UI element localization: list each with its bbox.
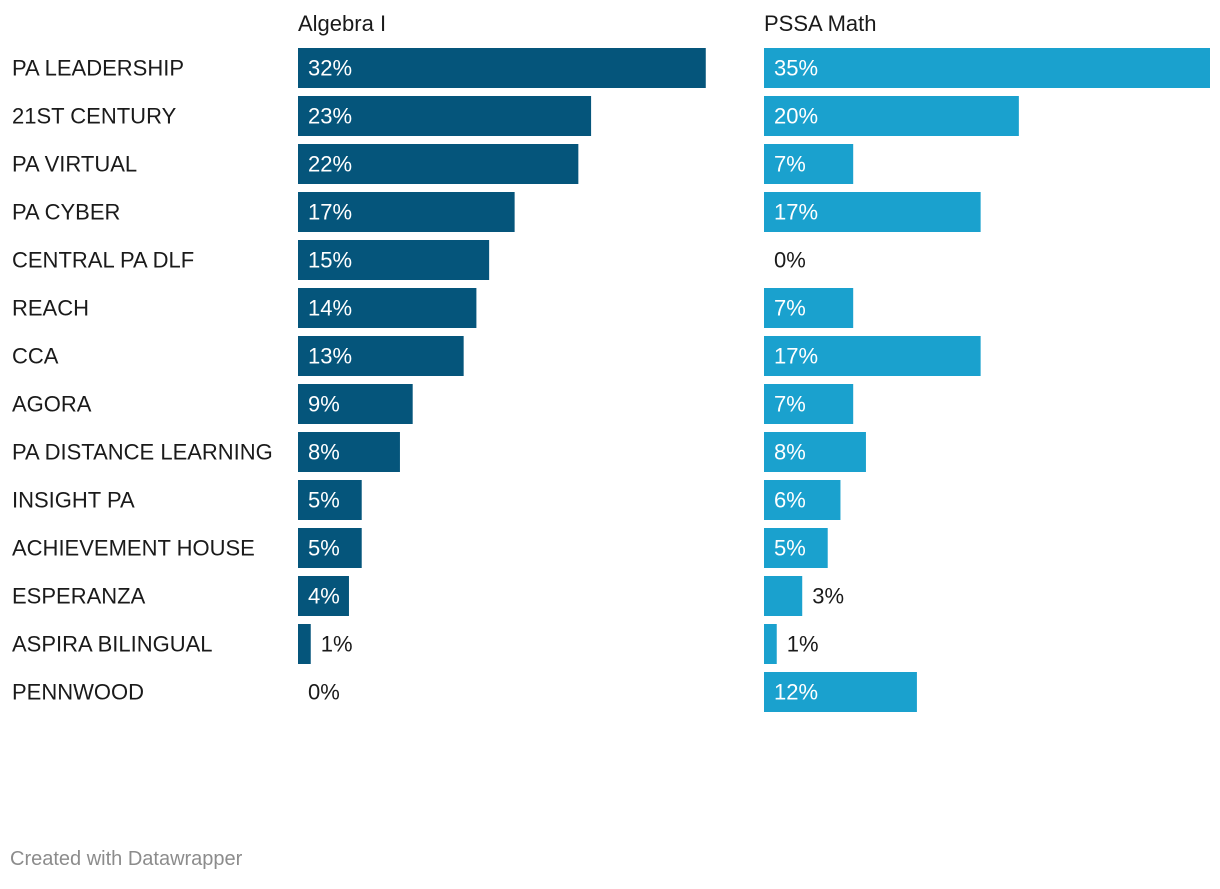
bar-pssa-math-pa-virtual[interactable] <box>764 144 854 184</box>
value-label-algebra-i-pa-distance-learning: 8% <box>308 440 340 465</box>
category-label-achievement-house: ACHIEVEMENT HOUSE <box>12 536 255 561</box>
bar-algebra-i-pa-cyber[interactable] <box>298 192 515 232</box>
bar-algebra-i-reach[interactable] <box>298 288 477 328</box>
series-header-algebra-i: Algebra I <box>298 11 386 36</box>
value-label-pssa-math-central-pa-dlf: 0% <box>774 248 806 273</box>
value-label-pssa-math-21st-century: 20% <box>774 104 818 129</box>
value-label-algebra-i-pa-leadership: 32% <box>308 56 352 81</box>
category-label-pa-distance-learning: PA DISTANCE LEARNING <box>12 440 273 465</box>
category-label-central-pa-dlf: CENTRAL PA DLF <box>12 248 194 273</box>
bar-pssa-math-insight-pa[interactable] <box>764 480 841 520</box>
value-label-pssa-math-cca: 17% <box>774 344 818 369</box>
value-label-pssa-math-pa-virtual: 7% <box>774 152 806 177</box>
value-label-algebra-i-pennwood: 0% <box>308 680 340 705</box>
bar-algebra-i-aspira-bilingual[interactable] <box>298 624 311 664</box>
bar-pssa-math-pa-distance-learning[interactable] <box>764 432 866 472</box>
category-label-insight-pa: INSIGHT PA <box>12 488 135 513</box>
bar-pssa-math-pennwood[interactable] <box>764 672 917 712</box>
value-label-algebra-i-insight-pa: 5% <box>308 488 340 513</box>
category-label-reach: REACH <box>12 296 89 321</box>
bar-algebra-i-esperanza[interactable] <box>298 576 349 616</box>
category-label-cca: CCA <box>12 344 59 369</box>
value-label-algebra-i-cca: 13% <box>308 344 352 369</box>
category-label-pa-cyber: PA CYBER <box>12 200 120 225</box>
value-label-pssa-math-pa-leadership: 35% <box>774 56 818 81</box>
category-label-pa-virtual: PA VIRTUAL <box>12 152 137 177</box>
bar-pssa-math-pa-leadership[interactable] <box>764 48 1210 88</box>
bar-pssa-math-esperanza[interactable] <box>764 576 803 616</box>
value-label-algebra-i-achievement-house: 5% <box>308 536 340 561</box>
value-label-pssa-math-aspira-bilingual: 1% <box>787 632 819 657</box>
series-header-pssa-math: PSSA Math <box>764 11 877 36</box>
value-label-algebra-i-aspira-bilingual: 1% <box>321 632 353 657</box>
value-label-pssa-math-insight-pa: 6% <box>774 488 806 513</box>
value-label-algebra-i-21st-century: 23% <box>308 104 352 129</box>
value-label-pssa-math-esperanza: 3% <box>812 584 844 609</box>
value-label-pssa-math-pa-cyber: 17% <box>774 200 818 225</box>
value-label-algebra-i-pa-cyber: 17% <box>308 200 352 225</box>
bar-pssa-math-21st-century[interactable] <box>764 96 1019 136</box>
value-label-algebra-i-reach: 14% <box>308 296 352 321</box>
value-label-algebra-i-agora: 9% <box>308 392 340 417</box>
category-label-aspira-bilingual: ASPIRA BILINGUAL <box>12 632 213 657</box>
value-label-algebra-i-pa-virtual: 22% <box>308 152 352 177</box>
category-label-21st-century: 21ST CENTURY <box>12 104 177 129</box>
bar-pssa-math-achievement-house[interactable] <box>764 528 828 568</box>
bar-pssa-math-agora[interactable] <box>764 384 854 424</box>
value-label-pssa-math-pa-distance-learning: 8% <box>774 440 806 465</box>
bar-algebra-i-agora[interactable] <box>298 384 413 424</box>
bar-algebra-i-central-pa-dlf[interactable] <box>298 240 490 280</box>
bar-pssa-math-pa-cyber[interactable] <box>764 192 981 232</box>
bar-algebra-i-pa-virtual[interactable] <box>298 144 579 184</box>
category-label-pennwood: PENNWOOD <box>12 680 144 705</box>
footer-credit[interactable]: Created with Datawrapper <box>10 848 243 870</box>
value-label-pssa-math-achievement-house: 5% <box>774 536 806 561</box>
bar-algebra-i-pa-leadership[interactable] <box>298 48 706 88</box>
value-label-algebra-i-esperanza: 4% <box>308 584 340 609</box>
bar-algebra-i-insight-pa[interactable] <box>298 480 362 520</box>
bar-algebra-i-achievement-house[interactable] <box>298 528 362 568</box>
bar-pssa-math-aspira-bilingual[interactable] <box>764 624 777 664</box>
category-label-pa-leadership: PA LEADERSHIP <box>12 56 184 81</box>
bar-pssa-math-cca[interactable] <box>764 336 981 376</box>
value-label-pssa-math-reach: 7% <box>774 296 806 321</box>
category-label-esperanza: ESPERANZA <box>12 584 146 609</box>
value-label-algebra-i-central-pa-dlf: 15% <box>308 248 352 273</box>
bar-algebra-i-21st-century[interactable] <box>298 96 592 136</box>
bar-algebra-i-pa-distance-learning[interactable] <box>298 432 400 472</box>
bar-pssa-math-reach[interactable] <box>764 288 854 328</box>
value-label-pssa-math-agora: 7% <box>774 392 806 417</box>
bar-algebra-i-cca[interactable] <box>298 336 464 376</box>
category-label-agora: AGORA <box>12 392 92 417</box>
value-label-pssa-math-pennwood: 12% <box>774 680 818 705</box>
